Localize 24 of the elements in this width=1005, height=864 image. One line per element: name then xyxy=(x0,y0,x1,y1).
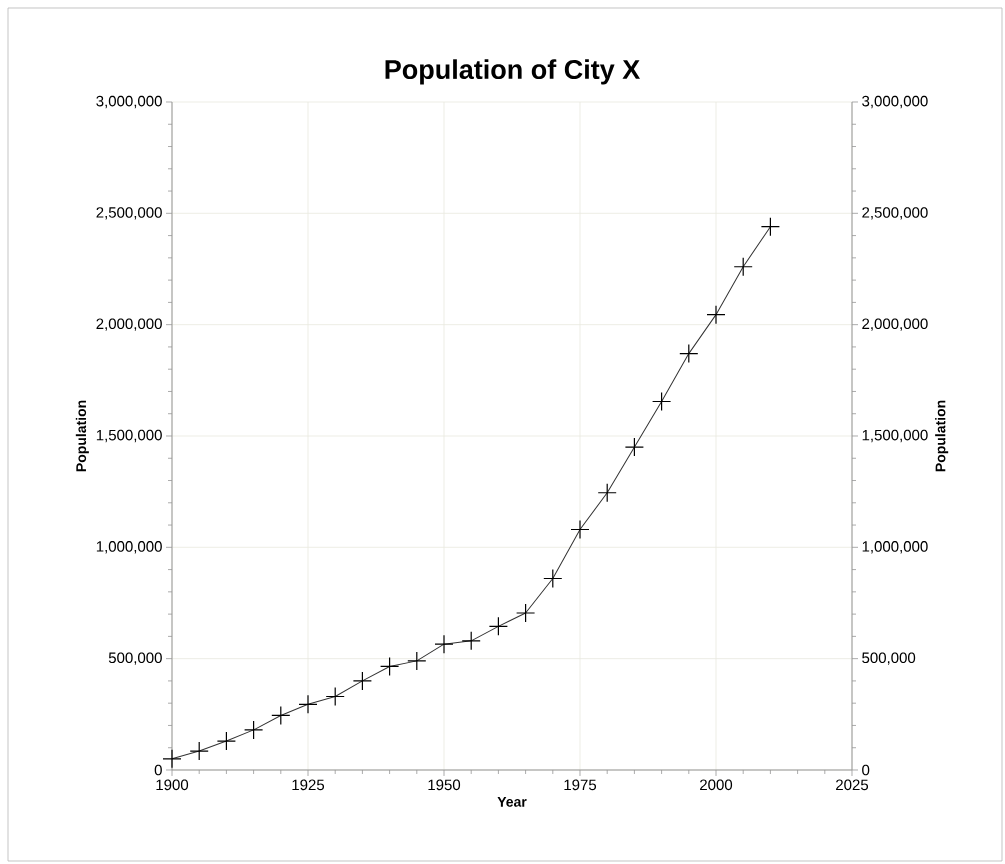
y-tick-label: 500,000 xyxy=(108,652,162,665)
x-tick-label: 1925 xyxy=(292,779,325,791)
y2-tick-label: 0 xyxy=(862,764,870,776)
y-tick-label: 1,500,000 xyxy=(96,429,162,443)
chart-title: Population of City X xyxy=(385,59,641,85)
y2-tick-label: 1,500,000 xyxy=(862,429,928,443)
y-tick-label: 0 xyxy=(154,764,162,776)
x-axis-title: Year xyxy=(497,797,527,807)
x-tick-label: 1950 xyxy=(428,779,461,791)
y-tick-label: 1,000,000 xyxy=(96,541,162,554)
y2-axis-title: Population xyxy=(935,400,949,472)
y-tick-label: 2,000,000 xyxy=(96,318,162,331)
x-tick-label: 2000 xyxy=(700,779,733,791)
y2-tick-label: 2,500,000 xyxy=(862,207,928,220)
x-tick-label: 2025 xyxy=(836,779,869,791)
y2-tick-label: 500,000 xyxy=(862,652,916,665)
y-axis-title: Population xyxy=(75,400,89,472)
x-tick-label: 1900 xyxy=(156,779,189,791)
y2-tick-label: 3,000,000 xyxy=(862,95,928,109)
x-tick-label: 1975 xyxy=(564,779,597,791)
y-tick-label: 3,000,000 xyxy=(96,95,162,109)
y2-tick-label: 1,000,000 xyxy=(862,541,928,554)
y2-tick-label: 2,000,000 xyxy=(862,318,928,331)
y-tick-label: 2,500,000 xyxy=(96,207,162,220)
